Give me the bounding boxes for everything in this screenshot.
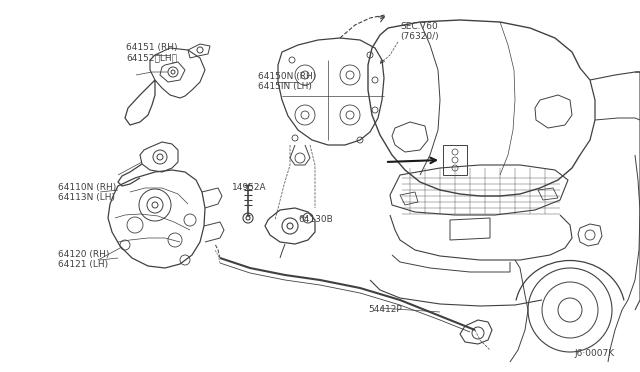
Text: 64151 (RH)
64152〈LH〉: 64151 (RH) 64152〈LH〉 (126, 43, 177, 62)
Text: J6·0007K: J6·0007K (575, 349, 615, 358)
Text: 64150N (RH)
6415IN (LH): 64150N (RH) 6415IN (LH) (258, 72, 316, 92)
Text: SEC.760
(76320/): SEC.760 (76320/) (400, 22, 438, 41)
Text: 64130B: 64130B (298, 215, 333, 224)
Text: 64110N (RH)
64113N (LH): 64110N (RH) 64113N (LH) (58, 183, 116, 202)
Text: 64120 (RH)
64121 (LH): 64120 (RH) 64121 (LH) (58, 250, 109, 269)
Text: 54412P: 54412P (368, 305, 402, 314)
Text: 14952A: 14952A (232, 183, 267, 192)
